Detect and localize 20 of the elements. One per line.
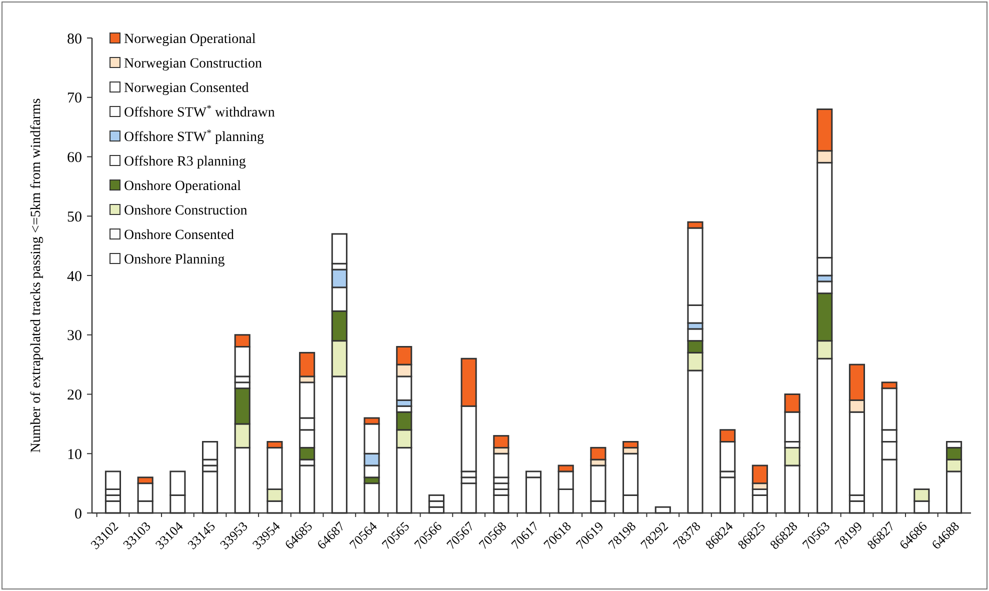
legend-label: Onshore Construction [124, 203, 248, 218]
legend-label: Offshore STW$^{*}$ withdrawn [124, 102, 275, 120]
y-tick-label: 20 [67, 388, 82, 404]
legend-label: Norwegian Construction [124, 56, 262, 72]
y-tick-label: 60 [67, 150, 82, 166]
y-axis-title: Number of extrapolated tracks passing <=5km from windfarms [29, 98, 44, 453]
y-tick-label: 10 [67, 446, 82, 463]
legend-label: Norwegian Operational [124, 32, 256, 47]
y-tick-label: 30 [67, 328, 82, 344]
legend-label: Offshore STW$^{*}$ planning [124, 127, 264, 145]
y-tick-label: 50 [67, 209, 82, 226]
legend-label: Onshore Planning [124, 252, 225, 268]
y-tick-label: 40 [67, 268, 82, 285]
y-tick-label: 70 [67, 90, 82, 107]
legend-label: Offshore R3 planning [124, 154, 246, 170]
legend-label: Norwegian Consented [124, 80, 249, 96]
legend-label: Onshore Operational [124, 178, 242, 194]
y-tick-label: 80 [67, 31, 82, 48]
y-tick-label: 0 [74, 506, 82, 522]
legend-label: Onshore Consented [124, 228, 234, 243]
